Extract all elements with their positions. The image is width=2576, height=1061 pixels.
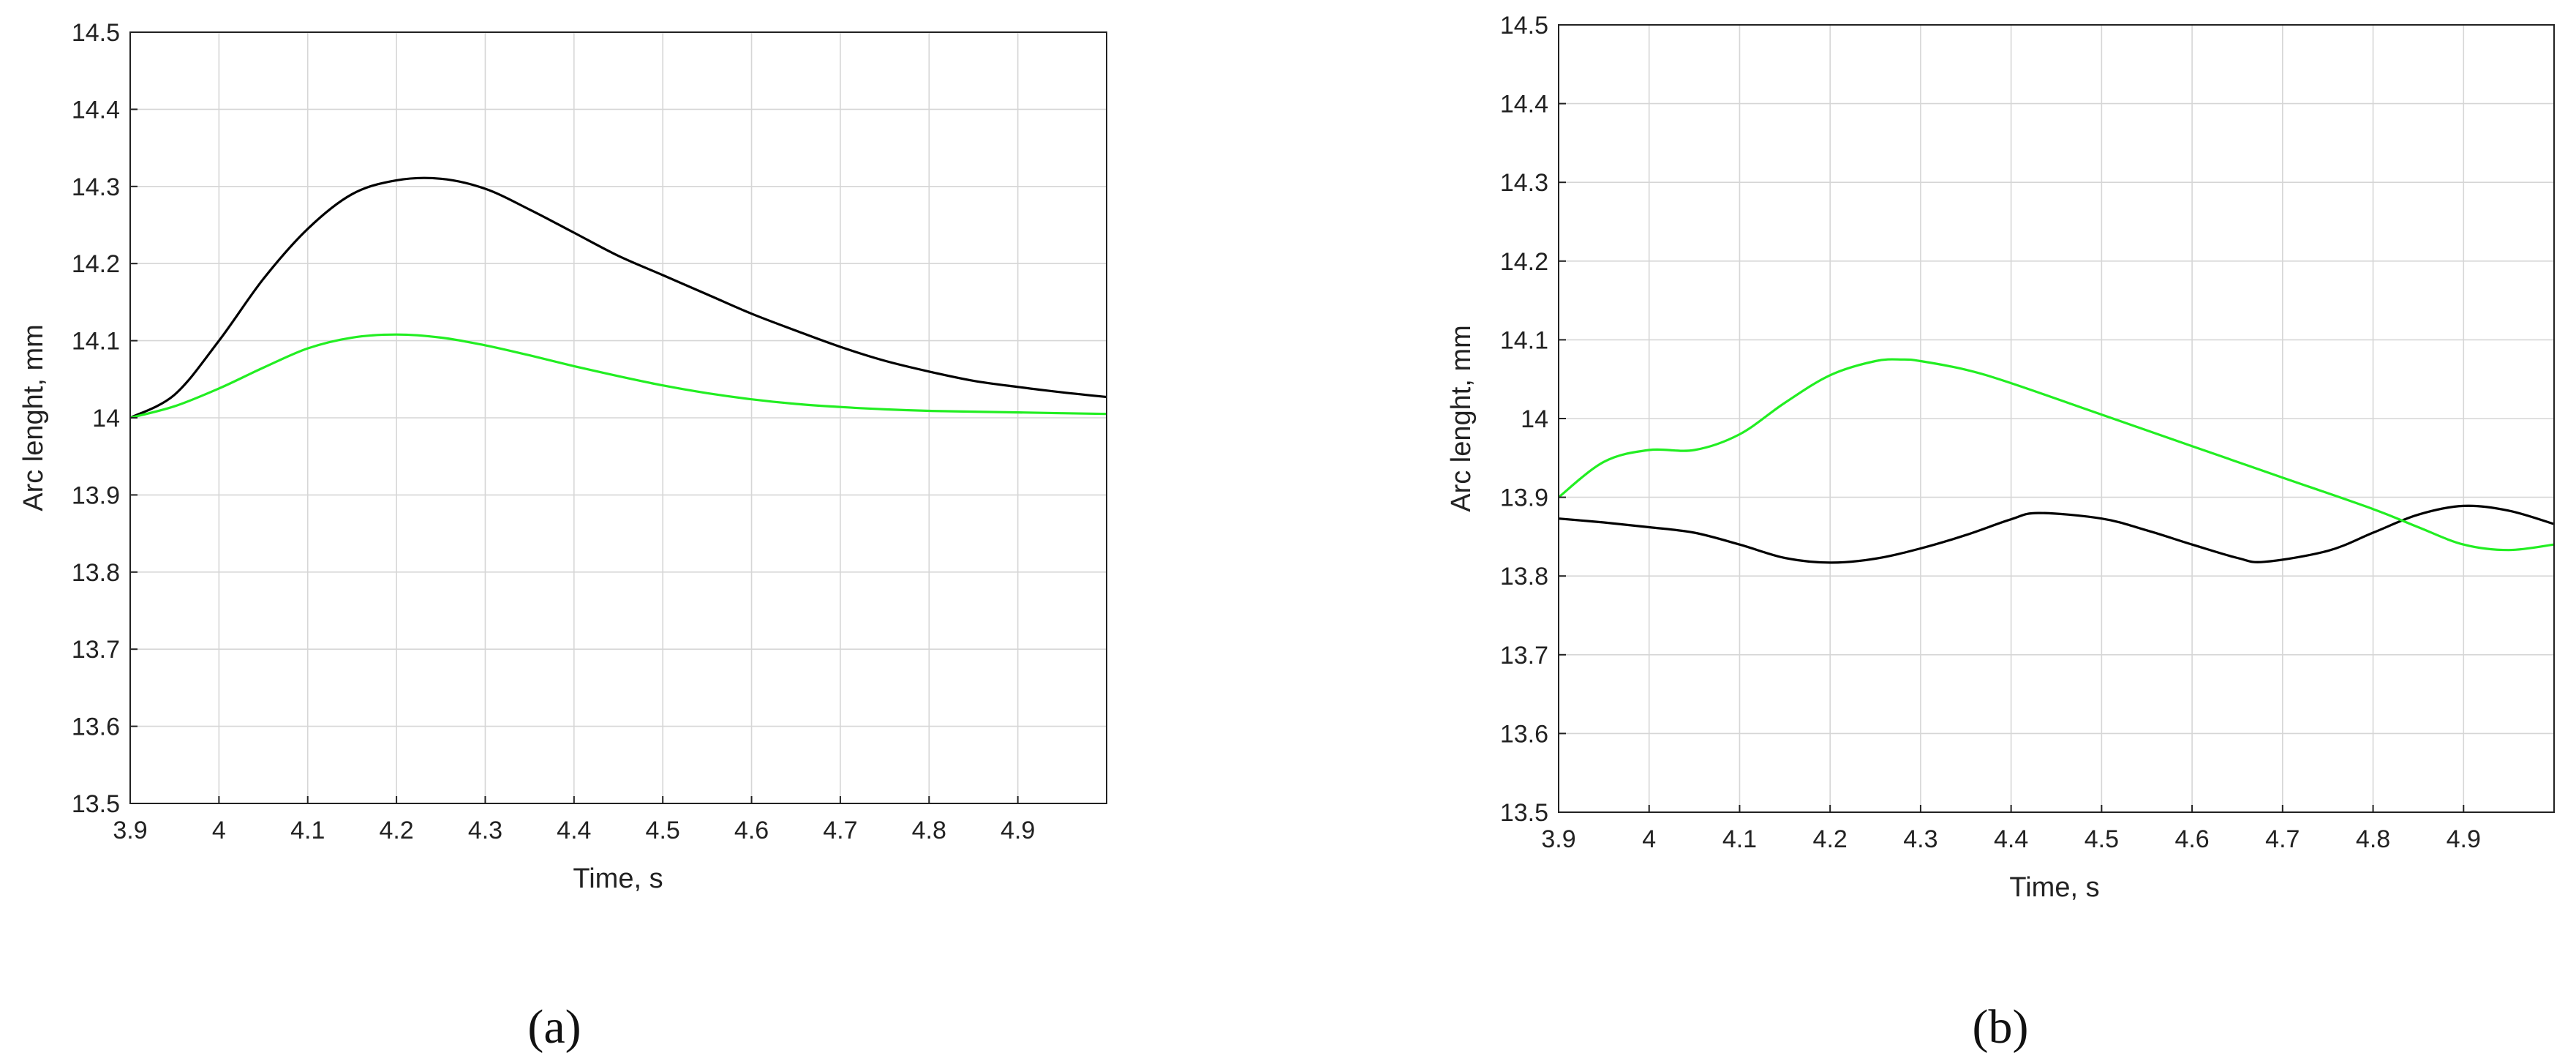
x-tick-label: 4.9 (2447, 825, 2481, 853)
y-tick-label: 13.5 (1500, 799, 1548, 827)
y-tick-label: 14.4 (1500, 91, 1548, 119)
panel-label: (a) (527, 1000, 581, 1054)
y-tick-label: 14.3 (72, 173, 120, 201)
x-tick-label: 4.6 (734, 817, 769, 844)
y-tick-label: 14.2 (72, 250, 120, 278)
y-axis-label: Arc lenght, mm (1446, 325, 1477, 512)
y-tick-label: 13.9 (1500, 484, 1548, 512)
y-tick-label: 14.2 (1500, 248, 1548, 276)
x-tick-label: 4.1 (290, 817, 325, 844)
panel-a: 3.9 4 4.1 4.2 4.3 4.4 4.5 4.6 4.7 4.8 4.9 13.5 13.6 1… (18, 19, 1107, 1054)
y-tick-label: 14.5 (72, 19, 120, 47)
x-tick-label: 4.2 (379, 817, 413, 844)
series-lines (129, 176, 1107, 419)
y-tick-label: 14.4 (72, 96, 120, 124)
y-tick-label: 13.8 (72, 559, 120, 587)
panel-b: 3.9 4 4.1 4.2 4.3 4.4 4.5 4.6 4.7 4.8 4.9 13.5 13.6 1… (1446, 12, 2555, 1054)
y-tick-label: 13.8 (1500, 563, 1548, 591)
x-tick-label: 4.9 (1001, 817, 1035, 844)
series-line-2 (1558, 358, 2555, 552)
y-tick-label: 14.5 (1500, 12, 1548, 40)
x-axis-label: Time, s (2009, 872, 2099, 903)
x-tick-label: 4.3 (468, 817, 502, 844)
y-tick-label: 14.1 (72, 328, 120, 356)
y-tick-label: 13.6 (72, 713, 120, 741)
x-tick-label: 4.8 (912, 817, 946, 844)
series-line-1 (1558, 504, 2555, 564)
series-line-2 (129, 333, 1107, 419)
y-tick-label: 13.5 (72, 790, 120, 818)
x-tick-label: 3.9 (1541, 825, 1575, 853)
tick-labels: 3.9 4 4.1 4.2 4.3 4.4 4.5 4.6 4.7 4.8 4.9 13.5 13.6 1… (1500, 12, 2481, 853)
x-tick-label: 4 (1642, 825, 1656, 853)
tick-labels: 3.9 4 4.1 4.2 4.3 4.4 4.5 4.6 4.7 4.8 4.9 13.5 13.6 1… (72, 19, 1035, 844)
x-tick-label: 4.4 (557, 817, 591, 844)
x-tick-label: 4.1 (1722, 825, 1757, 853)
series-line-1 (129, 176, 1107, 419)
y-tick-label: 14.1 (1500, 326, 1548, 354)
grid (1558, 24, 2554, 813)
x-tick-label: 4.4 (1994, 825, 2028, 853)
y-tick-label: 14 (92, 405, 120, 432)
x-tick-label: 4.5 (646, 817, 680, 844)
y-tick-label: 14.3 (1500, 169, 1548, 197)
y-axis-label: Arc lenght, mm (18, 324, 49, 511)
y-tick-label: 13.7 (1500, 642, 1548, 670)
y-tick-label: 13.9 (72, 481, 120, 509)
panel-label: (b) (1973, 1000, 2029, 1054)
y-tick-label: 14 (1521, 405, 1548, 433)
x-tick-label: 4 (212, 817, 226, 844)
series-lines (1558, 358, 2555, 564)
y-tick-label: 13.7 (72, 636, 120, 664)
x-tick-label: 4.7 (2265, 825, 2300, 853)
x-tick-label: 4.5 (2084, 825, 2119, 853)
x-axis-label: Time, s (573, 863, 663, 894)
x-tick-label: 4.8 (2356, 825, 2390, 853)
x-tick-label: 4.2 (1813, 825, 1848, 853)
x-tick-label: 4.6 (2174, 825, 2209, 853)
y-tick-label: 13.6 (1500, 720, 1548, 748)
x-tick-label: 3.9 (113, 817, 147, 844)
x-tick-label: 4.7 (823, 817, 857, 844)
x-tick-label: 4.3 (1903, 825, 1937, 853)
